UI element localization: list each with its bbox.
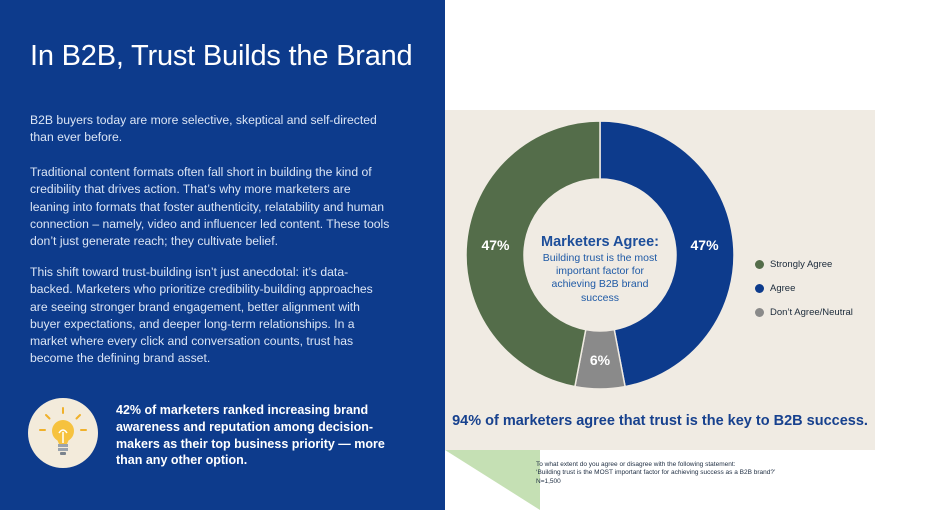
legend-label: Agree	[770, 282, 796, 294]
content-formats-paragraph: Traditional content formats often fall s…	[30, 165, 390, 249]
green-corner-accent	[445, 450, 540, 510]
legend-swatch	[755, 307, 764, 317]
legend-item-0: Strongly Agree	[755, 252, 853, 276]
legend-swatch	[755, 259, 764, 269]
legend-item-1: Agree	[755, 276, 853, 300]
intro-paragraph: B2B buyers today are more selective, ske…	[30, 113, 377, 145]
chart-card: 47% 6% 47% Marketers Agree: Building trust…	[445, 110, 875, 450]
callout-text: 42% of marketers ranked increasing brand…	[116, 403, 385, 468]
donut-center-title: Marketers Agree:	[541, 234, 659, 250]
donut-label-0: 47%	[691, 237, 720, 253]
donut-chart: 47% 6% 47%	[465, 120, 735, 390]
donut-hole	[524, 179, 676, 331]
donut-label-2: 47%	[481, 237, 510, 253]
legend-label: Strongly Agree	[770, 258, 833, 270]
trust-building-paragraph: This shift toward trust-building isn’t j…	[30, 265, 373, 366]
chart-legend: Strongly Agree Agree Don’t Agree/Neutral	[755, 252, 853, 324]
footnote-question-intro: To what extent do you agree or disagree …	[536, 461, 736, 468]
donut-label-1: 6%	[590, 352, 611, 368]
donut-center-text: Building trust is the most important fac…	[542, 252, 658, 304]
chart-summary: 94% of marketers agree that trust is the…	[452, 413, 868, 429]
page-title: In B2B, Trust Builds the Brand	[30, 40, 413, 72]
legend-swatch	[755, 283, 764, 293]
survey-footnote: To what extent do you agree or disagree …	[536, 461, 856, 486]
legend-label: Don’t Agree/Neutral	[770, 306, 853, 318]
lightbulb-badge	[28, 398, 98, 468]
footnote-question: ‘Building trust is the MOST important fa…	[536, 469, 776, 477]
footnote-sample-size: N=1,500	[536, 477, 561, 485]
lightbulb-icon	[39, 407, 87, 455]
legend-item-2: Don’t Agree/Neutral	[755, 300, 853, 324]
